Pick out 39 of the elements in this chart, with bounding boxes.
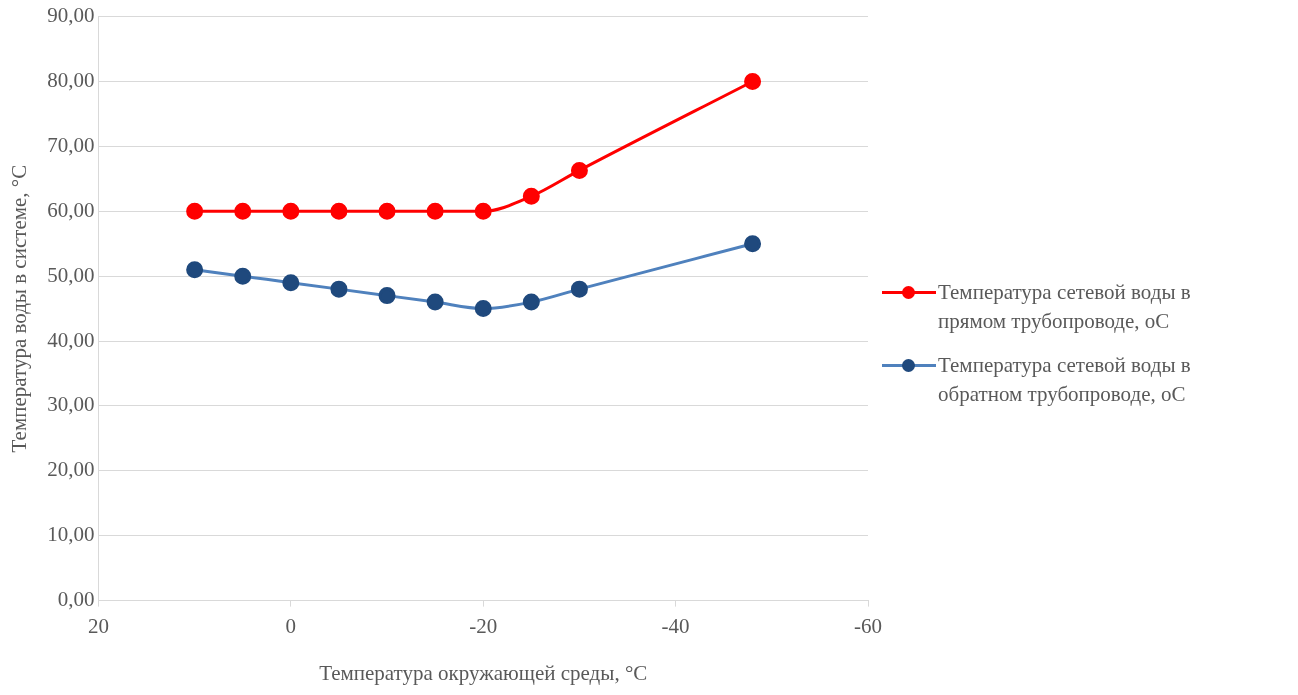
point — [234, 202, 252, 220]
x-tick-label: -60 — [854, 613, 882, 638]
point — [186, 202, 204, 220]
point — [570, 161, 588, 179]
point — [474, 202, 492, 220]
point — [330, 280, 348, 298]
legend-label: Температура сетевой воды в обратном трубопроводе, oC — [938, 352, 1192, 408]
point — [744, 72, 762, 90]
point — [570, 280, 588, 298]
point — [186, 261, 204, 279]
x-tick-label: 0 — [285, 613, 297, 638]
point — [522, 187, 540, 205]
point — [282, 274, 300, 292]
point — [522, 293, 540, 311]
x-tick-label: -20 — [469, 613, 498, 638]
y-tick-label: 20,00 — [47, 457, 95, 482]
point — [474, 300, 492, 318]
y-tick-label: 40,00 — [47, 327, 95, 352]
y-tick-label: 0,00 — [57, 587, 95, 612]
y-tick-label: 30,00 — [47, 392, 95, 417]
x-tick-label: 20 — [87, 613, 109, 638]
y-tick-label: 60,00 — [47, 197, 95, 222]
x-axis-title: Температура окружающей среды, °C — [319, 660, 648, 685]
y-tick-label: 90,00 — [47, 3, 95, 28]
point — [282, 202, 300, 220]
point — [234, 267, 252, 285]
y-tick-label: 80,00 — [47, 68, 95, 92]
point — [378, 202, 396, 220]
y-tick-label: 10,00 — [47, 522, 95, 547]
point — [330, 202, 348, 220]
point — [378, 287, 396, 305]
point — [744, 235, 762, 253]
y-tick-label: 70,00 — [47, 132, 95, 157]
y-axis-title: Температура воды в системе, °C — [7, 164, 32, 453]
point — [426, 202, 444, 220]
point — [426, 293, 444, 311]
y-tick-label: 50,00 — [47, 262, 95, 287]
legend-label: Температура сетевой воды в прямом трубопроводе, oC — [938, 279, 1192, 335]
x-tick-label: -40 — [661, 613, 690, 638]
